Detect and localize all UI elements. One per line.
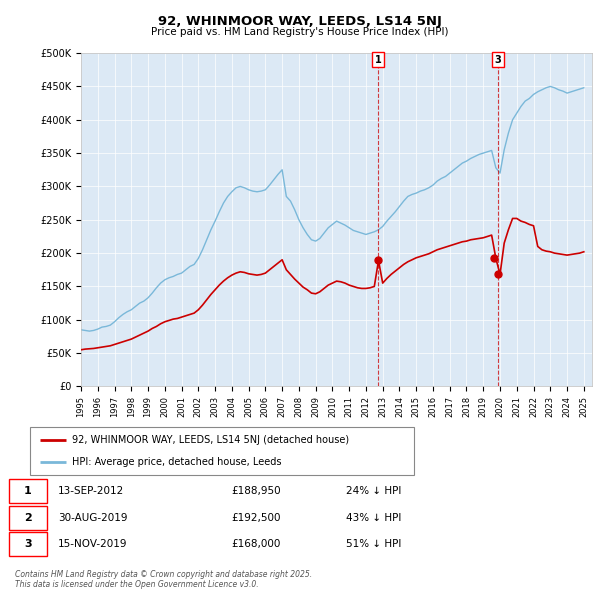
- FancyBboxPatch shape: [9, 532, 47, 556]
- Text: 1: 1: [24, 486, 32, 496]
- Text: Contains HM Land Registry data © Crown copyright and database right 2025.
This d: Contains HM Land Registry data © Crown c…: [15, 570, 312, 589]
- FancyBboxPatch shape: [9, 480, 47, 503]
- Text: 2: 2: [24, 513, 32, 523]
- Text: £168,000: £168,000: [231, 539, 280, 549]
- Text: 92, WHINMOOR WAY, LEEDS, LS14 5NJ: 92, WHINMOOR WAY, LEEDS, LS14 5NJ: [158, 15, 442, 28]
- FancyBboxPatch shape: [30, 427, 414, 475]
- Text: 3: 3: [494, 55, 502, 65]
- Text: 3: 3: [24, 539, 32, 549]
- Text: 24% ↓ HPI: 24% ↓ HPI: [346, 486, 401, 496]
- Text: Price paid vs. HM Land Registry's House Price Index (HPI): Price paid vs. HM Land Registry's House …: [151, 27, 449, 37]
- Text: 13-SEP-2012: 13-SEP-2012: [58, 486, 124, 496]
- Text: HPI: Average price, detached house, Leeds: HPI: Average price, detached house, Leed…: [72, 457, 282, 467]
- FancyBboxPatch shape: [9, 506, 47, 530]
- Text: 15-NOV-2019: 15-NOV-2019: [58, 539, 128, 549]
- Text: 30-AUG-2019: 30-AUG-2019: [58, 513, 128, 523]
- Text: £192,500: £192,500: [231, 513, 280, 523]
- Text: 1: 1: [374, 55, 381, 65]
- Text: 92, WHINMOOR WAY, LEEDS, LS14 5NJ (detached house): 92, WHINMOOR WAY, LEEDS, LS14 5NJ (detac…: [72, 435, 349, 445]
- Text: 43% ↓ HPI: 43% ↓ HPI: [346, 513, 401, 523]
- Text: 51% ↓ HPI: 51% ↓ HPI: [346, 539, 401, 549]
- Text: £188,950: £188,950: [231, 486, 281, 496]
